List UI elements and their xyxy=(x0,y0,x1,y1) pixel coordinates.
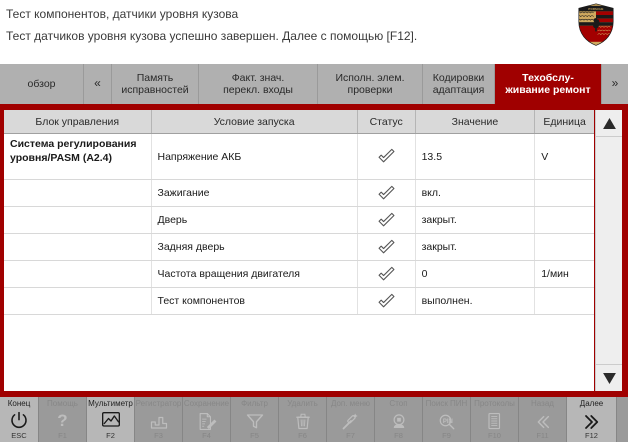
svg-text:PORSCHE: PORSCHE xyxy=(588,7,603,11)
svg-text:PIN: PIN xyxy=(442,419,452,425)
